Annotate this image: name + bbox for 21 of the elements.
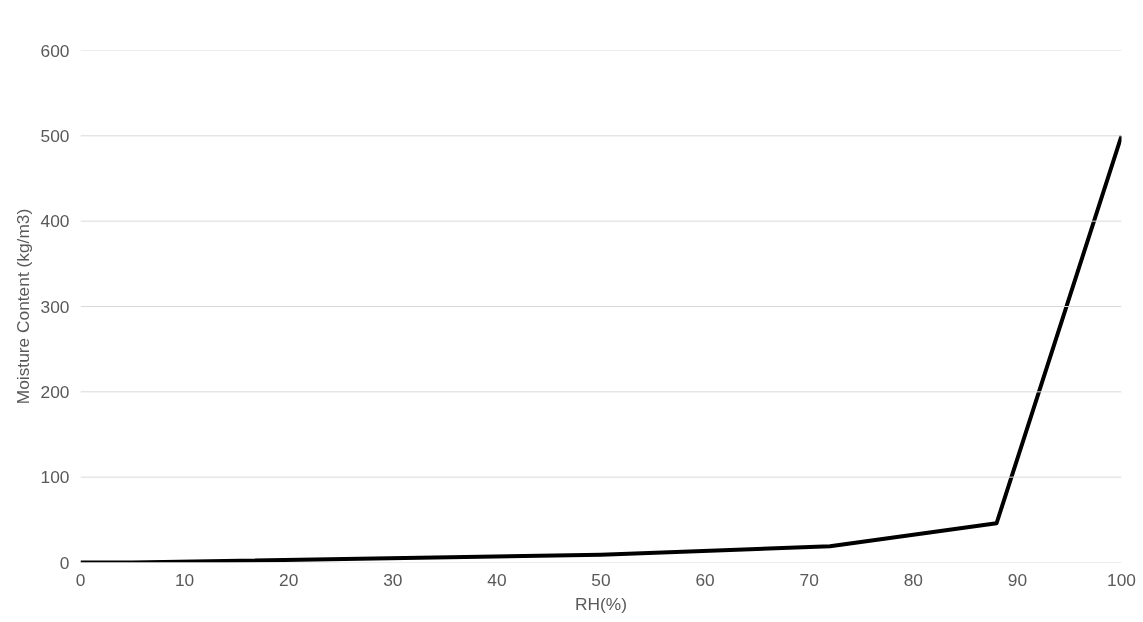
x-tick-label: 70 bbox=[799, 569, 819, 590]
y-tick-label: 100 bbox=[40, 467, 70, 488]
x-tick-label: 40 bbox=[487, 569, 507, 590]
y-tick-label: 0 bbox=[59, 552, 70, 573]
x-tick-label: 10 bbox=[174, 569, 195, 590]
y-tick-label: 200 bbox=[40, 381, 70, 402]
y-tick-label: 500 bbox=[40, 125, 70, 146]
y-tick-label: 600 bbox=[40, 40, 70, 61]
x-tick-label: 20 bbox=[279, 569, 299, 590]
y-axis-title: Moisture Content (kg/m3) bbox=[12, 208, 33, 405]
x-tick-label: 80 bbox=[903, 569, 923, 590]
x-tick-label: 60 bbox=[695, 569, 715, 590]
x-tick-label: 0 bbox=[75, 569, 86, 590]
x-tick-label: 30 bbox=[383, 569, 403, 590]
line-series bbox=[80, 133, 1122, 563]
x-tick-label: 50 bbox=[591, 569, 611, 590]
y-tick-label: 300 bbox=[40, 296, 70, 317]
x-tick-label: 100 bbox=[1107, 569, 1136, 590]
y-tick-label: 400 bbox=[40, 211, 70, 232]
x-axis-title: RH(%) bbox=[575, 593, 627, 614]
x-tick-label: 90 bbox=[1007, 569, 1028, 590]
